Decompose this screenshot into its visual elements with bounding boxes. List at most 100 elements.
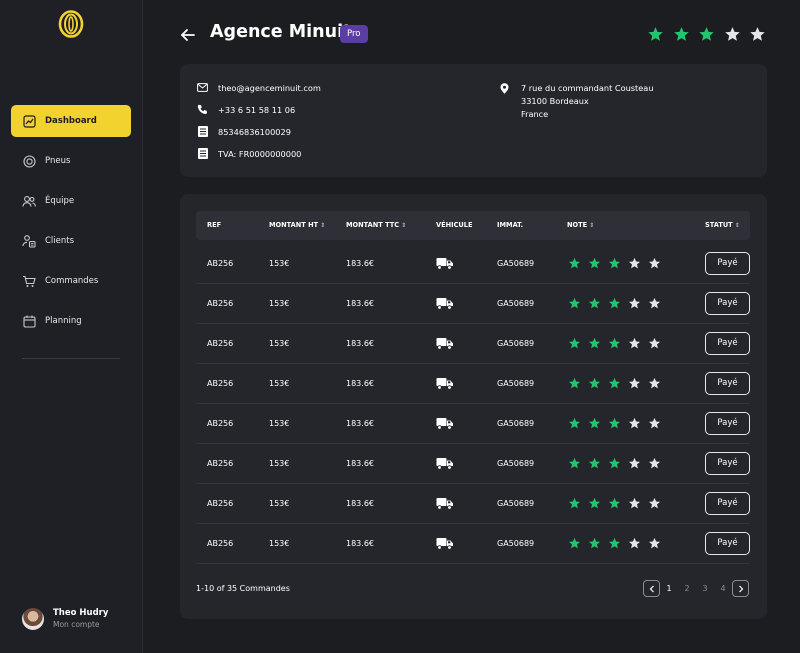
page-numbers: 1 2 3 4 xyxy=(660,584,732,593)
tire-logo-icon[interactable] xyxy=(58,10,84,38)
sort-icon: ⇕ xyxy=(320,222,326,229)
star-empty-icon xyxy=(648,337,661,349)
star-empty-icon xyxy=(648,257,661,269)
sidebar-item-dashboard[interactable]: Dashboard xyxy=(11,105,131,137)
tva-row: TVA: FR0000000000 xyxy=(197,148,301,159)
sidebar-divider xyxy=(22,358,120,359)
table-header: REF MONTANT HT ⇕ MONTANT TTC ⇕ VÉHICULE IM… xyxy=(196,211,750,240)
table-row[interactable]: AB256 153€ 183.6€ GA50689 Payé xyxy=(196,364,750,404)
star-empty-icon xyxy=(648,497,661,509)
sidebar-item-planning[interactable]: Planning xyxy=(11,305,131,337)
star-filled-icon xyxy=(608,337,621,349)
pagination: 1 2 3 4 xyxy=(643,580,749,597)
star-filled-icon xyxy=(588,457,601,469)
table-row[interactable]: AB256 153€ 183.6€ GA50689 Payé xyxy=(196,324,750,364)
star-empty-icon xyxy=(628,337,641,349)
sidebar-item-equipe[interactable]: Équipe xyxy=(11,185,131,217)
truck-icon xyxy=(436,537,454,551)
column-header-montant-ttc[interactable]: MONTANT TTC ⇕ xyxy=(346,221,407,229)
sidebar-item-commandes[interactable]: Commandes xyxy=(11,265,131,297)
star-filled-icon xyxy=(568,377,581,389)
star-filled-icon xyxy=(608,497,621,509)
status-badge-button[interactable]: Payé xyxy=(705,332,750,355)
user-account-link[interactable]: Mon compte xyxy=(53,620,100,629)
status-badge-button[interactable]: Payé xyxy=(705,492,750,515)
star-empty-icon xyxy=(648,297,661,309)
star-filled-icon xyxy=(588,257,601,269)
email-value[interactable]: theo@agenceminuit.com xyxy=(218,82,321,93)
next-page-button[interactable] xyxy=(732,580,749,597)
column-header-montant-ht[interactable]: MONTANT HT ⇕ xyxy=(269,221,326,229)
star-filled-icon xyxy=(568,497,581,509)
star-filled-icon xyxy=(699,27,714,41)
cell-montant-ht: 153€ xyxy=(269,299,290,308)
status-badge-button[interactable]: Payé xyxy=(705,452,750,475)
cell-montant-ht: 153€ xyxy=(269,419,290,428)
status-badge-button[interactable]: Payé xyxy=(705,412,750,435)
table-row[interactable]: AB256 153€ 183.6€ GA50689 Payé xyxy=(196,244,750,284)
clients-icon xyxy=(22,234,36,248)
address-block: 7 rue du commandant Cousteau 33100 Borde… xyxy=(500,82,654,121)
cell-note xyxy=(568,337,668,351)
cell-ref: AB256 xyxy=(207,499,234,508)
cell-immat: GA50689 xyxy=(497,459,535,468)
cell-note xyxy=(568,297,668,311)
column-header-note[interactable]: NOTE ⇕ xyxy=(567,221,595,229)
star-filled-icon xyxy=(608,457,621,469)
star-filled-icon xyxy=(568,537,581,549)
table-row[interactable]: AB256 153€ 183.6€ GA50689 Payé xyxy=(196,284,750,324)
pagination-summary: 1-10 of 35 Commandes xyxy=(196,584,290,593)
sidebar-item-label: Équipe xyxy=(45,196,75,206)
table-row[interactable]: AB256 153€ 183.6€ GA50689 Payé xyxy=(196,444,750,484)
previous-page-button[interactable] xyxy=(643,580,660,597)
page-number[interactable]: 3 xyxy=(702,584,708,593)
star-filled-icon xyxy=(588,497,601,509)
cell-montant-ttc: 183.6€ xyxy=(346,379,374,388)
cell-immat: GA50689 xyxy=(497,299,535,308)
cell-ref: AB256 xyxy=(207,459,234,468)
sort-icon: ⇕ xyxy=(734,222,740,229)
status-badge-button[interactable]: Payé xyxy=(705,252,750,275)
team-icon xyxy=(22,194,36,208)
page-number[interactable]: 4 xyxy=(720,584,726,593)
star-filled-icon xyxy=(588,377,601,389)
phone-value[interactable]: +33 6 51 58 11 06 xyxy=(218,104,296,115)
column-header-ref: REF xyxy=(207,221,222,229)
status-badge-button[interactable]: Payé xyxy=(705,292,750,315)
phone-icon xyxy=(197,104,208,115)
column-header-statut[interactable]: STATUT ⇕ xyxy=(705,221,740,229)
user-account[interactable]: Theo Hudry Mon compte xyxy=(22,607,108,631)
page-number[interactable]: 2 xyxy=(684,584,690,593)
star-filled-icon xyxy=(568,297,581,309)
cell-note xyxy=(568,537,668,551)
table-row[interactable]: AB256 153€ 183.6€ GA50689 Payé xyxy=(196,524,750,564)
star-filled-icon xyxy=(568,417,581,429)
address-line-2: 33100 Bordeaux xyxy=(521,96,589,106)
cell-montant-ht: 153€ xyxy=(269,339,290,348)
table-row[interactable]: AB256 153€ 183.6€ GA50689 Payé xyxy=(196,484,750,524)
page-number[interactable]: 1 xyxy=(666,584,672,593)
cell-montant-ht: 153€ xyxy=(269,379,290,388)
star-empty-icon xyxy=(628,257,641,269)
sidebar-item-label: Pneus xyxy=(45,156,71,166)
cell-ref: AB256 xyxy=(207,419,234,428)
table-row[interactable]: AB256 153€ 183.6€ GA50689 Payé xyxy=(196,404,750,444)
truck-icon xyxy=(436,337,454,351)
cell-montant-ht: 153€ xyxy=(269,459,290,468)
avatar xyxy=(22,608,44,630)
star-filled-icon xyxy=(588,417,601,429)
cell-ref: AB256 xyxy=(207,259,234,268)
siret-value: 85346836100029 xyxy=(218,126,291,137)
status-badge-button[interactable]: Payé xyxy=(705,372,750,395)
tire-icon xyxy=(22,154,36,168)
sidebar-item-clients[interactable]: Clients xyxy=(11,225,131,257)
status-badge-button[interactable]: Payé xyxy=(705,532,750,555)
siret-row: 85346836100029 xyxy=(197,126,291,137)
sidebar-item-label: Dashboard xyxy=(45,116,97,126)
cell-montant-ttc: 183.6€ xyxy=(346,299,374,308)
sidebar-item-pneus[interactable]: Pneus xyxy=(11,145,131,177)
back-arrow-icon[interactable] xyxy=(180,27,196,43)
star-empty-icon xyxy=(648,457,661,469)
orders-table-card: REF MONTANT HT ⇕ MONTANT TTC ⇕ VÉHICULE IM… xyxy=(180,194,767,619)
cell-montant-ttc: 183.6€ xyxy=(346,499,374,508)
